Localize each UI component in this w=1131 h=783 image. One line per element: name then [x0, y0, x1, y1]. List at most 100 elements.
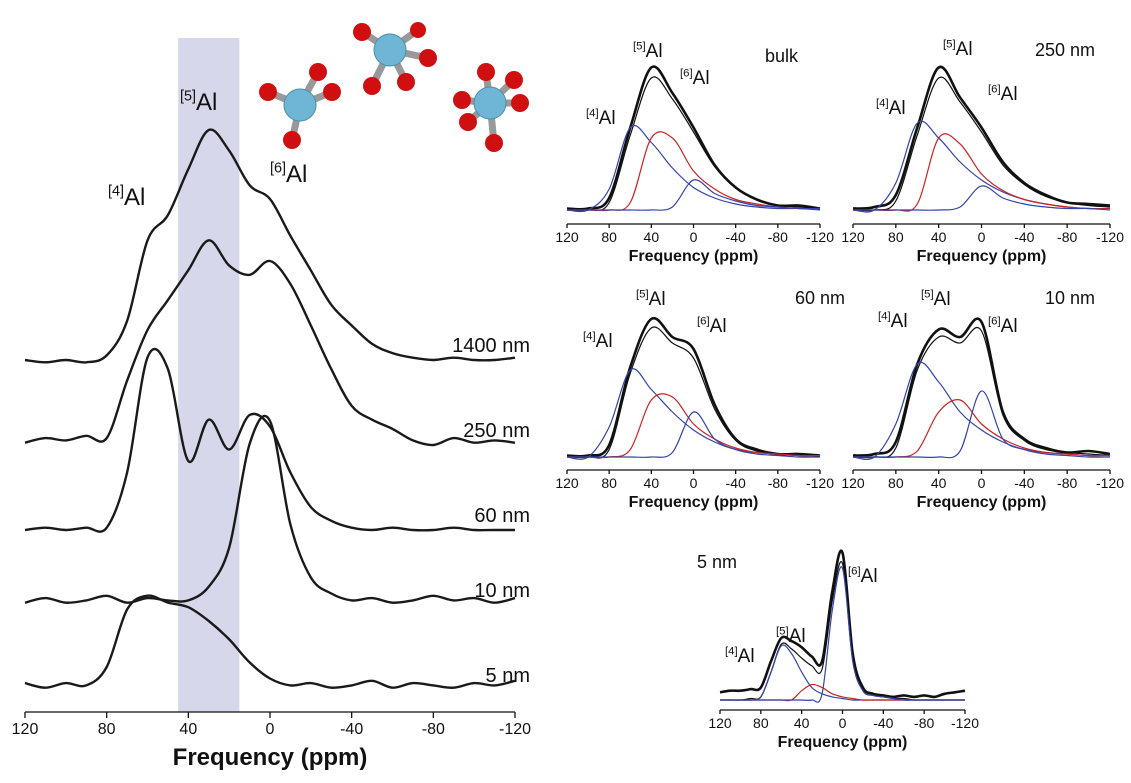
x-tick-label: 40 [644, 475, 660, 491]
peak-annotation-sup: [6] [680, 67, 693, 79]
series-label: 10 nm [474, 580, 530, 602]
panel-title: 5 nm [697, 552, 737, 572]
x-tick-label: -80 [1057, 229, 1077, 245]
x-tick-label: -120 [1096, 229, 1124, 245]
peak-annotation: [4]Al [583, 330, 613, 352]
fit-component [852, 361, 1111, 461]
x-tick-label: -40 [1014, 475, 1034, 491]
spectrum [24, 239, 516, 447]
x-tick-label: 80 [601, 475, 617, 491]
panel-title: 10 nm [1045, 288, 1095, 308]
panel-title: 60 nm [795, 288, 845, 308]
peak-annotation-text: Al [596, 331, 613, 352]
x-tick-label: 120 [12, 721, 39, 738]
molecule-illustrations [259, 22, 529, 152]
x-tick-label: -80 [768, 229, 788, 245]
x-tick-label: -80 [768, 475, 788, 491]
fit-component [852, 390, 1111, 459]
x-tick-label: 120 [841, 475, 865, 491]
spectrum [24, 414, 516, 604]
peak-annotation-text: Al [889, 98, 906, 119]
peak-annotation: [6]Al [848, 565, 878, 587]
x-tick-label: 0 [839, 715, 847, 731]
x-tick-label: -80 [1057, 475, 1077, 491]
peak-annotation-text: Al [891, 311, 908, 332]
series-label: 60 nm [474, 505, 530, 527]
peak-annotation-sup: [6] [988, 315, 1001, 327]
fit-component [566, 368, 821, 460]
peak-annotation-text: Al [1001, 316, 1018, 337]
peak-annotation-sup: [4] [876, 97, 889, 109]
x-tick-label: -120 [1096, 475, 1124, 491]
fit-sum [852, 76, 1111, 212]
peak-annotation: [5]Al [180, 88, 217, 116]
fit-sum [720, 561, 965, 701]
peak-annotation-text: Al [196, 89, 217, 116]
peak-annotation-text: Al [789, 626, 806, 647]
fit-component [566, 179, 821, 211]
x-tick-label: -40 [873, 715, 893, 731]
peak-annotation-text: Al [738, 646, 755, 667]
x-tick-label: 120 [555, 229, 579, 245]
peak-annotation: [4]Al [876, 97, 906, 119]
fit-component [720, 566, 965, 703]
peak-annotation-text: Al [710, 316, 727, 337]
peak-annotation: [4]Al [878, 310, 908, 332]
peak-annotation-text: Al [646, 41, 663, 62]
peak-annotation-sup: [5] [943, 38, 956, 50]
fit-component [566, 125, 821, 213]
peak-annotation-sup: [4] [586, 107, 599, 119]
highlight-band [178, 38, 240, 712]
peak-annotation: [5]Al [636, 288, 666, 310]
peak-annotation-text: Al [124, 184, 145, 211]
experimental-spectrum [852, 317, 1111, 457]
x-tick-label: 40 [931, 229, 947, 245]
peak-annotation-sup: [5] [633, 40, 646, 52]
peak-annotation-sup: [6] [697, 315, 710, 327]
peak-annotation: [6]Al [988, 83, 1018, 105]
x-tick-label: -120 [806, 475, 834, 491]
x-tick-label: -40 [1014, 229, 1034, 245]
peak-annotation-text: Al [286, 161, 307, 188]
peak-annotation: [6]Al [270, 160, 307, 188]
spectrum [24, 347, 515, 533]
spectrum [24, 594, 516, 689]
peak-annotation: [6]Al [680, 67, 710, 89]
fit-component [566, 393, 821, 459]
x-tick-label: 0 [978, 229, 986, 245]
peak-annotation-sup: [6] [270, 160, 286, 176]
x-tick-label: 120 [708, 715, 732, 731]
fit-component [720, 644, 965, 701]
panel-title: bulk [765, 46, 799, 66]
x-tick-label: 120 [841, 229, 865, 245]
peak-annotation-text: Al [599, 108, 616, 129]
x-tick-label: 80 [601, 229, 617, 245]
peak-annotation-sup: [4] [878, 310, 891, 322]
x-tick-label: -120 [951, 715, 979, 731]
x-axis-label: Frequency (ppm) [778, 734, 908, 751]
peak-annotation: [6]Al [697, 315, 727, 337]
peak-annotation-text: Al [649, 289, 666, 310]
peak-annotation: [6]Al [988, 315, 1018, 337]
peak-annotation: [5]Al [921, 288, 951, 310]
peak-annotation: [5]Al [776, 625, 806, 647]
peak-annotation-sup: [4] [108, 183, 124, 199]
x-tick-label: -40 [726, 229, 746, 245]
molecule-tetrahedral [259, 63, 341, 149]
x-tick-label: 40 [931, 475, 947, 491]
fit-component [852, 120, 1111, 213]
molecule-octahedral [453, 63, 529, 152]
peak-annotation-sup: [5] [180, 88, 196, 104]
x-tick-label: 40 [644, 229, 660, 245]
x-tick-label: -120 [499, 721, 531, 738]
series-label: 5 nm [486, 665, 530, 687]
x-tick-label: -80 [422, 721, 445, 738]
fit-sum [566, 76, 821, 212]
experimental-spectrum [719, 549, 966, 699]
fit-sum [852, 327, 1111, 459]
x-tick-label: 40 [179, 721, 197, 738]
fit-component [566, 131, 821, 212]
peak-annotation-text: Al [1001, 84, 1018, 105]
experimental-spectrum [852, 65, 1111, 210]
